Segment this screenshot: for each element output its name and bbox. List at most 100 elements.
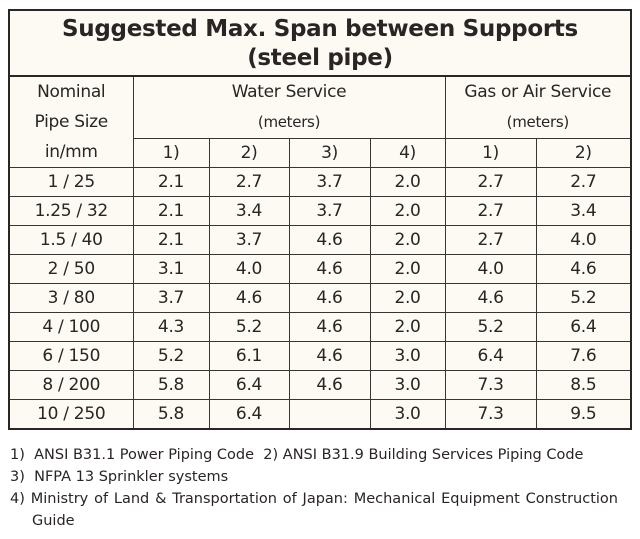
span-value-cell: 5.8 [132, 399, 210, 428]
water-col-2: 2) [208, 137, 290, 169]
span-value-cell: 2.7 [535, 167, 631, 197]
footnote-1: 1) ANSI B31.1 Power Piping Code [10, 447, 255, 463]
span-value-cell: 4.6 [535, 254, 631, 284]
span-value-cell: 2.7 [444, 167, 537, 197]
table-row: 3 / 80 3.7 4.6 4.6 2.0 4.6 5.2 [10, 283, 631, 313]
footnotes: 1) ANSI B31.1 Power Piping Code 2) ANSI … [10, 444, 618, 532]
span-value-cell: 3.7 [208, 225, 290, 255]
gas-service-unit: (meters) [506, 113, 570, 132]
span-table: Nominal Pipe Size in/mm Water Service (m… [10, 77, 631, 428]
span-value-cell: 2.0 [369, 254, 446, 284]
span-value-cell: 4.6 [288, 341, 371, 371]
span-value-cell: 3.7 [288, 167, 371, 197]
span-value-cell: 2.0 [369, 312, 446, 342]
span-value-cell: 5.8 [132, 370, 210, 400]
span-value-cell: 2.1 [132, 196, 210, 226]
table-row: 1.25 / 32 2.1 3.4 3.7 2.0 2.7 3.4 [10, 196, 631, 226]
water-service-header: Water Service (meters) [132, 77, 446, 139]
span-value-cell: 4.6 [288, 254, 371, 284]
span-value-cell: 2.1 [132, 167, 210, 197]
span-value-cell: 5.2 [208, 312, 290, 342]
title-line-1: Suggested Max. Span between Supports [62, 16, 578, 42]
water-col-4: 4) [369, 137, 446, 169]
span-value-cell: 2.7 [444, 225, 537, 255]
span-value-cell: 2.1 [132, 225, 210, 255]
pipe-size-cell: 6 / 150 [10, 341, 134, 371]
gas-service-label: Gas or Air Service [464, 82, 612, 103]
table-row: 10 / 250 5.8 6.4 3.0 7.3 9.5 [10, 399, 631, 428]
span-value-cell: 6.4 [208, 399, 290, 428]
span-value-cell: 2.0 [369, 196, 446, 226]
span-value-cell: 4.6 [208, 283, 290, 313]
subheader-row: 1) 2) 3) 4) 1) 2) [10, 137, 631, 169]
span-value-cell: 4.6 [288, 370, 371, 400]
span-value-cell: 3.4 [535, 196, 631, 226]
span-value-cell: 4.0 [535, 225, 631, 255]
table-title: Suggested Max. Span between Supports (st… [10, 11, 630, 77]
header-row: Nominal Pipe Size in/mm Water Service (m… [10, 77, 631, 168]
span-value-cell: 3.1 [132, 254, 210, 284]
water-col-3: 3) [288, 137, 371, 169]
span-value-cell: 2.7 [208, 167, 290, 197]
footnote-4: 4) Ministry of Land & Transportation of … [10, 491, 618, 529]
span-value-cell: 5.2 [535, 283, 631, 313]
title-line-2: (steel pipe) [247, 45, 393, 71]
span-value-cell: 4.0 [208, 254, 290, 284]
water-service-label: Water Service [231, 82, 347, 103]
span-value-cell: 5.2 [132, 341, 210, 371]
pipe-size-cell: 4 / 100 [10, 312, 134, 342]
footnote-line-1: 1) ANSI B31.1 Power Piping Code 2) ANSI … [10, 444, 618, 466]
span-value-cell: 8.5 [535, 370, 631, 400]
pipe-size-header: Nominal Pipe Size in/mm [10, 77, 134, 168]
table-row: 2 / 50 3.1 4.0 4.6 2.0 4.0 4.6 [10, 254, 631, 284]
span-value-cell: 3.0 [369, 341, 446, 371]
span-value-cell: 4.3 [132, 312, 210, 342]
span-value-cell: 7.3 [444, 370, 537, 400]
table-row: 6 / 150 5.2 6.1 4.6 3.0 6.4 7.6 [10, 341, 631, 371]
span-value-cell [288, 399, 371, 428]
water-service-unit: (meters) [257, 113, 321, 132]
span-value-cell: 6.1 [208, 341, 290, 371]
span-value-cell: 2.0 [369, 167, 446, 197]
span-value-cell: 4.6 [288, 225, 371, 255]
pipe-size-cell: 10 / 250 [10, 399, 134, 428]
span-value-cell: 2.0 [369, 225, 446, 255]
gas-col-1: 1) [444, 137, 537, 169]
span-value-cell: 4.6 [288, 312, 371, 342]
span-table-frame: Suggested Max. Span between Supports (st… [8, 9, 632, 430]
header-in-mm: in/mm [44, 142, 98, 162]
pipe-size-cell: 3 / 80 [10, 283, 134, 313]
span-value-cell: 3.7 [288, 196, 371, 226]
span-value-cell: 2.7 [444, 196, 537, 226]
header-pipe-size: Pipe Size [34, 112, 109, 132]
span-value-cell: 6.4 [535, 312, 631, 342]
span-value-cell: 3.4 [208, 196, 290, 226]
span-value-cell: 7.6 [535, 341, 631, 371]
span-value-cell: 5.2 [444, 312, 537, 342]
pipe-size-cell: 8 / 200 [10, 370, 134, 400]
footnote-3: 3) NFPA 13 Sprinkler systems [10, 469, 229, 485]
span-value-cell: 6.4 [208, 370, 290, 400]
table-row: 1.5 / 40 2.1 3.7 4.6 2.0 2.7 4.0 [10, 225, 631, 255]
pipe-size-cell: 1 / 25 [10, 167, 134, 197]
span-value-cell: 4.6 [444, 283, 537, 313]
header-nominal: Nominal [37, 82, 106, 102]
gas-air-service-header: Gas or Air Service (meters) [444, 77, 631, 139]
span-value-cell: 3.0 [369, 370, 446, 400]
pipe-size-cell: 1.5 / 40 [10, 225, 134, 255]
span-value-cell: 4.0 [444, 254, 537, 284]
span-value-cell: 4.6 [288, 283, 371, 313]
gas-col-2: 2) [535, 137, 631, 169]
span-value-cell: 6.4 [444, 341, 537, 371]
water-col-1: 1) [133, 137, 210, 169]
span-value-cell: 7.3 [444, 399, 537, 428]
pipe-size-cell: 1.25 / 32 [10, 196, 134, 226]
table-row: 1 / 25 2.1 2.7 3.7 2.0 2.7 2.7 [10, 167, 631, 197]
table-row: 8 / 200 5.8 6.4 4.6 3.0 7.3 8.5 [10, 370, 631, 400]
table-row: 4 / 100 4.3 5.2 4.6 2.0 5.2 6.4 [10, 312, 631, 342]
span-value-cell: 9.5 [535, 399, 631, 428]
span-value-cell: 3.0 [369, 399, 446, 428]
span-value-cell: 3.7 [132, 283, 210, 313]
pipe-size-cell: 2 / 50 [10, 254, 134, 284]
span-value-cell: 2.0 [369, 283, 446, 313]
